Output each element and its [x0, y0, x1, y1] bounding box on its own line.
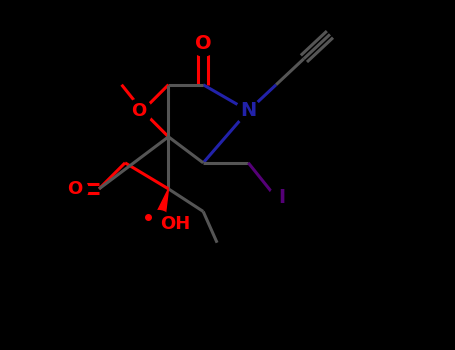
- Polygon shape: [152, 189, 168, 225]
- Text: O: O: [131, 102, 147, 120]
- Text: I: I: [278, 188, 285, 207]
- Text: O: O: [195, 34, 212, 52]
- Text: N: N: [240, 101, 257, 120]
- Text: OH: OH: [160, 215, 190, 233]
- Text: O: O: [67, 180, 82, 198]
